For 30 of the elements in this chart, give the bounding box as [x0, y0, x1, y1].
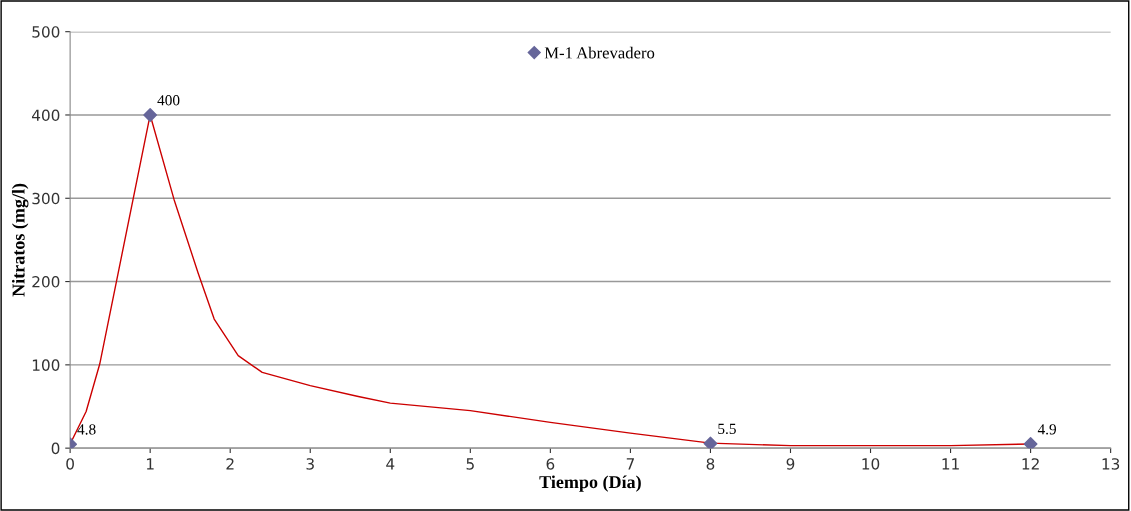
x-tick-label: 6: [546, 458, 555, 470]
y-tick-label: 300: [32, 192, 60, 205]
data-label: 4.8: [77, 424, 96, 435]
data-label: 400: [157, 95, 180, 106]
x-tick-label: 11: [942, 458, 959, 470]
point: [1023, 437, 1038, 449]
point: [143, 108, 158, 122]
x-tick-label: 9: [786, 458, 795, 470]
x-tick-label: 7: [626, 458, 634, 470]
x-tick-label: 12: [1022, 458, 1039, 470]
y-tick-label: 400: [31, 109, 60, 121]
x-tick-label: 8: [706, 458, 715, 470]
y-tick-label: 0: [51, 442, 60, 455]
x-axis-title: Tiempo (Día): [539, 475, 641, 492]
x-tick-label: 13: [1102, 458, 1120, 470]
x-tick-label: 3: [306, 458, 314, 470]
x-tick-label: 4: [386, 458, 395, 470]
data-label: 5.5: [718, 423, 736, 435]
x-tick-label: 0: [66, 458, 74, 470]
y-tick-label: 500: [32, 26, 60, 38]
x-tick-label: 2: [226, 458, 234, 470]
y-axis-title: Nitratos (mg/l): [11, 183, 29, 297]
x-tick-label: 10: [862, 458, 880, 470]
x-tick-label: 1: [146, 458, 154, 470]
legend-label: M-1 Abrevadero: [544, 46, 655, 59]
x-tick-label: 5: [466, 458, 474, 470]
y-tick-label: 100: [32, 359, 60, 371]
point: [703, 436, 718, 449]
data-label: 4.9: [1037, 424, 1057, 435]
y-tick-label: 200: [32, 276, 60, 288]
